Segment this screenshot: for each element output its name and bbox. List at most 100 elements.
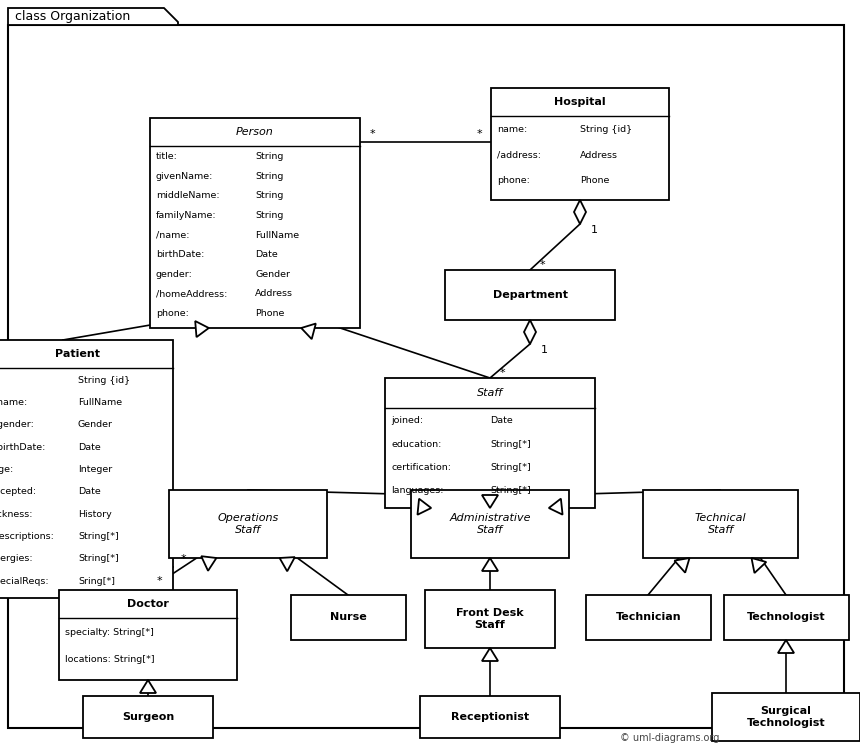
Bar: [83, 696, 213, 738]
Text: Patient: Patient: [56, 349, 101, 359]
Text: certification:: certification:: [391, 463, 451, 472]
Text: joined:: joined:: [391, 416, 423, 425]
Text: Phone: Phone: [255, 309, 285, 317]
Text: gender:: gender:: [156, 270, 193, 279]
Text: © uml-diagrams.org: © uml-diagrams.org: [620, 733, 719, 743]
Bar: [59, 590, 237, 680]
Text: Technician: Technician: [616, 613, 681, 622]
Text: Integer: Integer: [78, 465, 113, 474]
Text: Surgical
Technologist: Surgical Technologist: [746, 706, 826, 728]
Text: Address: Address: [255, 289, 293, 298]
Text: Administrative
Staff: Administrative Staff: [449, 513, 531, 535]
Text: String[*]: String[*]: [490, 486, 531, 495]
Text: ^birthDate:: ^birthDate:: [0, 443, 46, 452]
Text: accepted:: accepted:: [0, 488, 36, 497]
Polygon shape: [524, 320, 536, 344]
Text: String[*]: String[*]: [78, 554, 119, 563]
Polygon shape: [482, 558, 498, 571]
Text: String: String: [255, 172, 284, 181]
Bar: [0, 340, 173, 598]
Text: birthDate:: birthDate:: [156, 250, 205, 259]
Text: History: History: [78, 509, 112, 518]
Text: ^name:: ^name:: [0, 398, 28, 407]
Text: Gender: Gender: [78, 421, 113, 430]
Text: Phone: Phone: [580, 176, 610, 185]
Text: id:: id:: [0, 376, 1, 385]
Text: allergies:: allergies:: [0, 554, 33, 563]
Text: class Organization: class Organization: [15, 10, 130, 23]
Text: Date: Date: [490, 416, 513, 425]
Text: Department: Department: [493, 290, 568, 300]
Polygon shape: [280, 557, 295, 571]
Text: Date: Date: [255, 250, 278, 259]
Text: ^gender:: ^gender:: [0, 421, 34, 430]
Text: Doctor: Doctor: [127, 599, 169, 609]
Bar: [445, 270, 615, 320]
Polygon shape: [778, 640, 794, 653]
Polygon shape: [140, 680, 156, 693]
Bar: [385, 378, 595, 508]
Text: Nurse: Nurse: [330, 613, 367, 622]
Text: phone:: phone:: [156, 309, 189, 317]
Text: Staff: Staff: [477, 388, 503, 398]
Polygon shape: [201, 557, 217, 571]
Text: Person: Person: [237, 127, 273, 137]
Text: title:: title:: [156, 152, 178, 161]
Bar: [420, 696, 560, 738]
Bar: [643, 490, 798, 558]
Text: languages:: languages:: [391, 486, 444, 495]
Text: locations: String[*]: locations: String[*]: [65, 655, 155, 664]
Text: String: String: [255, 211, 284, 220]
Text: phone:: phone:: [497, 176, 530, 185]
Text: *: *: [181, 554, 186, 564]
Text: Operations
Staff: Operations Staff: [218, 513, 279, 535]
Text: Technical
Staff: Technical Staff: [695, 513, 746, 535]
Polygon shape: [417, 499, 431, 515]
Text: education:: education:: [391, 439, 441, 448]
Text: Front Desk
Staff: Front Desk Staff: [456, 608, 524, 630]
Text: /name:: /name:: [156, 231, 189, 240]
Polygon shape: [8, 8, 178, 25]
Text: Sring[*]: Sring[*]: [78, 577, 115, 586]
Polygon shape: [549, 499, 562, 515]
Polygon shape: [674, 558, 690, 573]
Text: /address:: /address:: [497, 151, 541, 160]
Bar: [425, 590, 555, 648]
Text: /age:: /age:: [0, 465, 13, 474]
Polygon shape: [482, 648, 498, 661]
Polygon shape: [301, 323, 316, 339]
Text: FullName: FullName: [78, 398, 122, 407]
Text: Address: Address: [580, 151, 618, 160]
Text: 1: 1: [591, 225, 598, 235]
Text: /homeAddress:: /homeAddress:: [156, 289, 227, 298]
Bar: [411, 490, 569, 558]
Text: String {id}: String {id}: [78, 376, 130, 385]
Text: sickness:: sickness:: [0, 509, 33, 518]
Text: specialReqs:: specialReqs:: [0, 577, 49, 586]
Text: middleName:: middleName:: [156, 191, 219, 200]
Polygon shape: [482, 495, 498, 508]
Text: Date: Date: [78, 488, 101, 497]
Text: String: String: [255, 191, 284, 200]
Bar: [586, 595, 711, 640]
Text: String: String: [255, 152, 284, 161]
Bar: [150, 118, 360, 328]
Polygon shape: [752, 558, 766, 573]
Text: *: *: [369, 129, 375, 139]
Text: Gender: Gender: [255, 270, 290, 279]
Text: *: *: [499, 368, 505, 378]
Bar: [491, 88, 669, 200]
Text: *: *: [157, 576, 162, 586]
Bar: [291, 595, 406, 640]
Text: String[*]: String[*]: [490, 439, 531, 448]
Text: String[*]: String[*]: [78, 532, 119, 541]
Text: familyName:: familyName:: [156, 211, 217, 220]
Bar: [724, 595, 849, 640]
Polygon shape: [195, 321, 209, 337]
Text: Hospital: Hospital: [554, 97, 605, 107]
Text: Date: Date: [78, 443, 101, 452]
Bar: [712, 693, 860, 741]
Text: *: *: [476, 129, 482, 139]
Text: 1: 1: [540, 345, 548, 355]
Bar: [169, 490, 327, 558]
